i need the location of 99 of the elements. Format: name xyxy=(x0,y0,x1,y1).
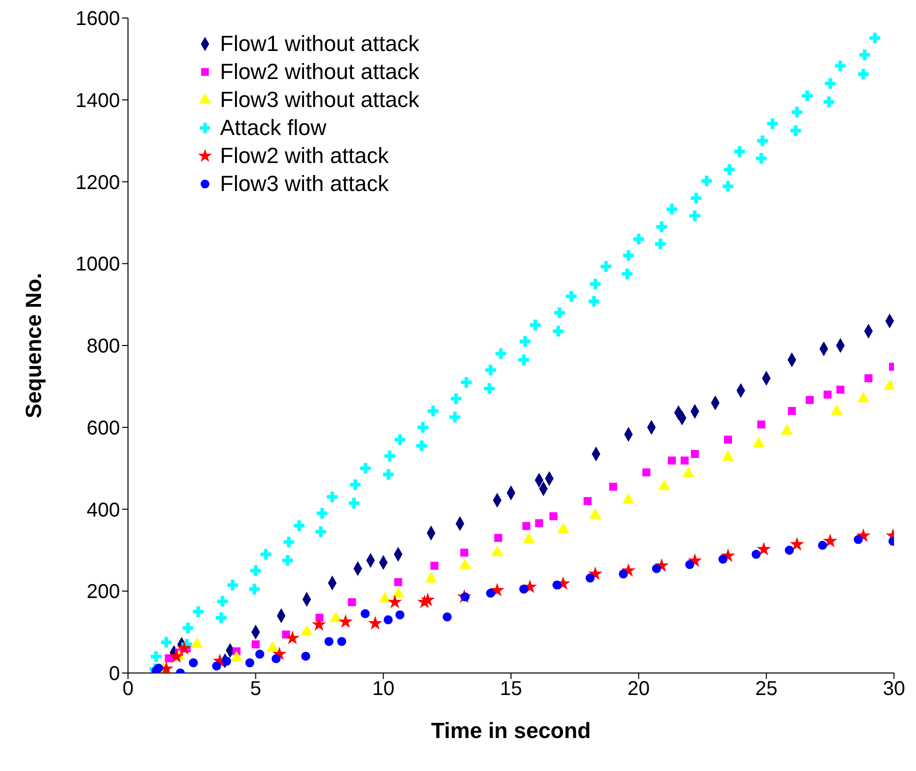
point xyxy=(690,450,699,458)
point xyxy=(757,420,766,429)
point xyxy=(442,612,452,622)
point xyxy=(486,588,496,598)
point xyxy=(806,396,814,404)
x-tick-label: 30 xyxy=(882,678,906,700)
point xyxy=(586,574,595,583)
legend-label: Flow3 with attack xyxy=(220,170,389,198)
point xyxy=(301,652,310,661)
y-tick-label: 1600 xyxy=(76,8,120,30)
y-tick-label: 800 xyxy=(86,336,120,358)
point xyxy=(784,546,794,555)
y-axis-title: Sequence No. xyxy=(20,272,46,418)
point xyxy=(394,578,402,586)
point xyxy=(824,390,832,399)
point xyxy=(557,522,570,534)
point xyxy=(790,536,804,551)
x-tick-label: 0 xyxy=(122,678,134,700)
point xyxy=(864,374,872,382)
point xyxy=(360,609,370,618)
y-tick-label: 0 xyxy=(108,663,120,686)
point xyxy=(154,664,164,673)
point xyxy=(685,560,694,570)
point xyxy=(368,616,382,630)
point xyxy=(378,592,391,602)
point xyxy=(584,497,592,506)
point xyxy=(491,546,504,556)
point xyxy=(642,468,650,476)
point xyxy=(330,612,342,622)
point xyxy=(348,598,356,606)
point xyxy=(682,466,695,478)
point xyxy=(522,532,535,544)
point xyxy=(756,542,771,556)
point xyxy=(609,482,618,491)
point xyxy=(316,614,324,622)
point xyxy=(255,650,264,659)
point xyxy=(460,548,468,557)
point xyxy=(724,436,732,444)
point xyxy=(300,625,313,636)
point xyxy=(425,572,438,582)
x-tick-label: 5 xyxy=(250,678,262,700)
point xyxy=(519,584,528,594)
x-tick-label: 10 xyxy=(372,678,394,700)
point xyxy=(212,662,222,671)
x-tick-label: 20 xyxy=(628,678,650,700)
point xyxy=(494,534,502,542)
point xyxy=(395,610,404,620)
x-tick-label: 15 xyxy=(500,678,522,700)
y-tick-label: 400 xyxy=(86,499,120,522)
y-tick-label: 200 xyxy=(86,581,120,604)
point xyxy=(652,564,662,574)
point xyxy=(420,592,435,606)
point xyxy=(668,456,676,465)
point xyxy=(222,656,232,666)
x-axis-title: Time in second xyxy=(431,718,591,743)
legend-label: Flow1 without attack xyxy=(220,30,420,58)
point xyxy=(324,636,334,646)
point xyxy=(718,554,728,564)
point xyxy=(384,615,393,624)
x-tick-label: 25 xyxy=(755,678,778,700)
point xyxy=(458,558,472,570)
point xyxy=(780,424,793,435)
point xyxy=(752,550,761,559)
point xyxy=(618,569,628,578)
point xyxy=(312,617,326,631)
point xyxy=(230,650,243,662)
point xyxy=(266,641,279,652)
point xyxy=(552,580,562,590)
point xyxy=(188,658,198,668)
y-tick-label: 600 xyxy=(86,417,120,440)
point xyxy=(680,456,689,465)
legend-label: Flow2 without attack xyxy=(220,58,420,86)
point xyxy=(252,640,260,648)
point xyxy=(430,562,438,570)
y-tick-label: 1000 xyxy=(76,254,120,276)
point xyxy=(622,493,635,504)
point xyxy=(164,654,173,662)
point xyxy=(285,630,300,644)
point xyxy=(190,637,204,648)
legend-label: Flow3 without attack xyxy=(220,86,420,114)
point xyxy=(535,519,544,528)
legend-label: Flow2 with attack xyxy=(220,142,389,170)
point xyxy=(818,540,828,550)
point xyxy=(549,512,558,520)
point xyxy=(788,407,796,415)
y-tick-label: 1400 xyxy=(76,90,120,112)
point xyxy=(522,522,530,530)
y-tick-label: 1200 xyxy=(76,172,120,194)
point xyxy=(245,658,254,668)
point xyxy=(169,649,184,663)
legend-label: Attack flow xyxy=(220,114,326,142)
point xyxy=(337,636,346,646)
point xyxy=(272,654,281,664)
point xyxy=(822,534,838,548)
point xyxy=(836,386,844,394)
point xyxy=(176,640,192,655)
point xyxy=(388,594,402,608)
point xyxy=(338,614,353,628)
point xyxy=(854,535,863,544)
